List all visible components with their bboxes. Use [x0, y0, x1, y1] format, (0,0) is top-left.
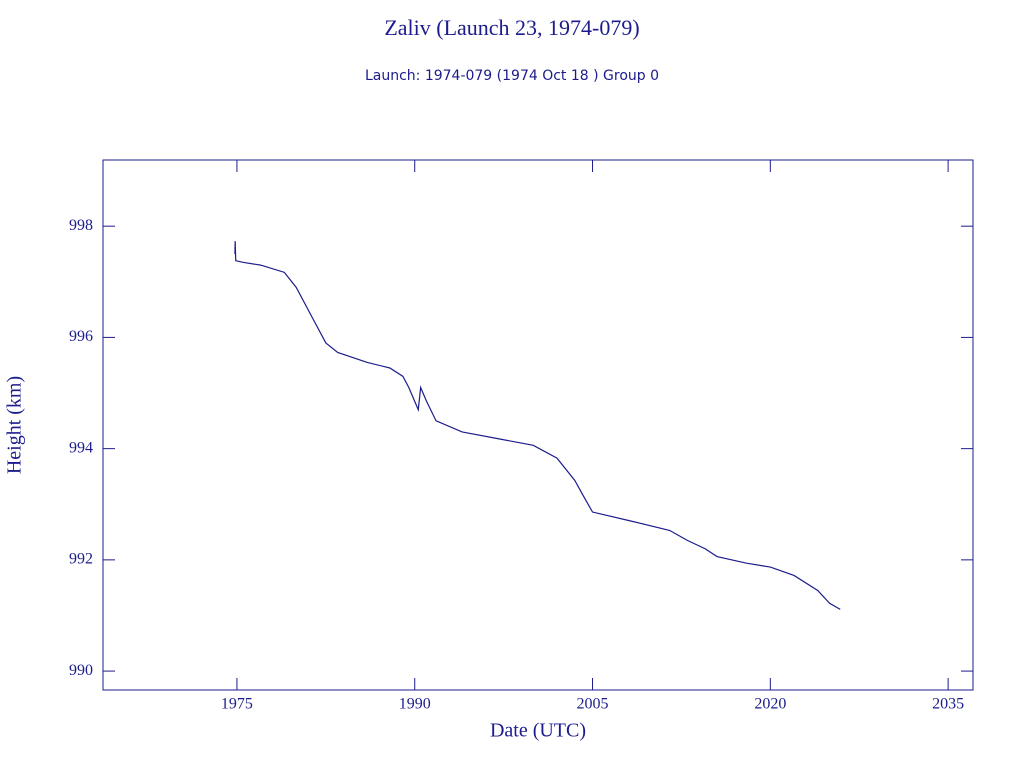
y-tick-label: 994: [69, 439, 93, 456]
chart-title: Zaliv (Launch 23, 1974-079): [384, 15, 639, 40]
x-tick-label: 1975: [221, 696, 253, 713]
plot-frame: [102, 159, 974, 691]
x-tick-label: 2005: [577, 696, 609, 713]
y-tick-label: 992: [69, 551, 93, 568]
data-line: [234, 241, 841, 610]
x-tick-label: 2035: [932, 696, 964, 713]
chart-subtitle: Launch: 1974-079 (1974 Oct 18 ) Group 0: [365, 68, 659, 84]
x-tick-label: 2020: [754, 696, 786, 713]
y-tick-label: 996: [69, 328, 93, 345]
y-tick-label: 990: [69, 662, 93, 679]
y-tick-label: 998: [69, 217, 93, 234]
x-axis-label: Date (UTC): [490, 720, 586, 742]
x-tick-label: 1990: [399, 696, 431, 713]
y-axis-label: Height (km): [4, 376, 26, 474]
